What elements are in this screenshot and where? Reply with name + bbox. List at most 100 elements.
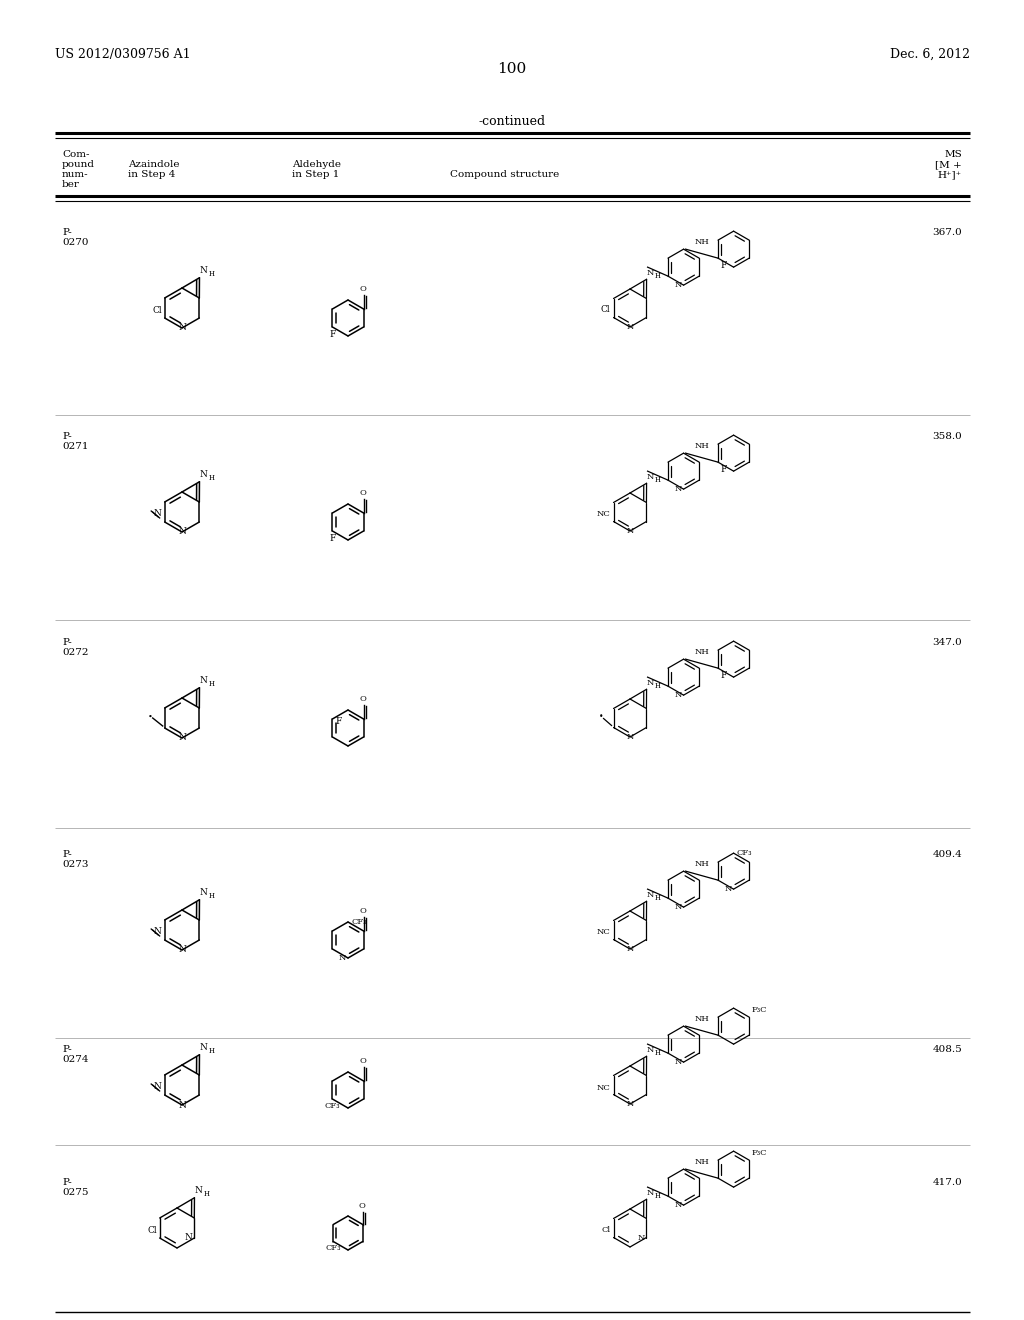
Text: NH: NH bbox=[694, 648, 710, 656]
Text: Azaindole: Azaindole bbox=[128, 160, 179, 169]
Text: N: N bbox=[200, 470, 208, 479]
Text: O: O bbox=[359, 285, 366, 293]
Text: P-: P- bbox=[62, 228, 72, 238]
Text: NH: NH bbox=[694, 1158, 710, 1166]
Text: 0273: 0273 bbox=[62, 861, 88, 869]
Text: O: O bbox=[359, 696, 366, 704]
Text: NH: NH bbox=[694, 1015, 710, 1023]
Text: O: O bbox=[359, 488, 366, 498]
Text: P-: P- bbox=[62, 1045, 72, 1053]
Text: O: O bbox=[359, 907, 366, 915]
Text: 347.0: 347.0 bbox=[932, 638, 962, 647]
Text: H: H bbox=[655, 1192, 662, 1200]
Text: H: H bbox=[209, 892, 214, 900]
Text: 417.0: 417.0 bbox=[932, 1177, 962, 1187]
Text: N: N bbox=[646, 269, 653, 277]
Text: N: N bbox=[646, 891, 653, 899]
Text: N: N bbox=[724, 886, 731, 894]
Text: Cl: Cl bbox=[601, 305, 610, 314]
Text: NH: NH bbox=[694, 859, 710, 867]
Text: Aldehyde: Aldehyde bbox=[292, 160, 341, 169]
Text: 100: 100 bbox=[498, 62, 526, 77]
Text: CF₃: CF₃ bbox=[351, 917, 367, 927]
Text: P-: P- bbox=[62, 850, 72, 859]
Text: N: N bbox=[674, 281, 682, 289]
Text: N: N bbox=[674, 903, 682, 911]
Text: F₃C: F₃C bbox=[752, 1150, 767, 1158]
Text: N: N bbox=[195, 1187, 203, 1196]
Text: NC: NC bbox=[597, 928, 610, 936]
Text: CF₃: CF₃ bbox=[326, 1245, 341, 1253]
Text: N: N bbox=[178, 528, 186, 536]
Text: N: N bbox=[646, 1047, 653, 1055]
Text: N: N bbox=[178, 945, 186, 954]
Text: N: N bbox=[184, 1233, 193, 1242]
Text: in Step 1: in Step 1 bbox=[292, 170, 339, 180]
Text: N: N bbox=[627, 945, 634, 953]
Text: H: H bbox=[655, 272, 662, 280]
Text: F: F bbox=[720, 671, 726, 680]
Text: 409.4: 409.4 bbox=[932, 850, 962, 859]
Text: Compound structure: Compound structure bbox=[450, 170, 559, 180]
Text: F: F bbox=[330, 330, 336, 339]
Text: CF₃: CF₃ bbox=[736, 849, 752, 857]
Text: N: N bbox=[178, 734, 186, 742]
Text: num-: num- bbox=[62, 170, 89, 180]
Text: H: H bbox=[655, 1049, 662, 1057]
Text: N: N bbox=[178, 323, 186, 333]
Text: pound: pound bbox=[62, 160, 95, 169]
Text: US 2012/0309756 A1: US 2012/0309756 A1 bbox=[55, 48, 190, 61]
Text: 0272: 0272 bbox=[62, 648, 88, 657]
Text: H: H bbox=[655, 682, 662, 690]
Text: N: N bbox=[674, 692, 682, 700]
Text: H: H bbox=[209, 474, 214, 482]
Text: N: N bbox=[646, 680, 653, 688]
Text: N: N bbox=[154, 1082, 162, 1092]
Text: N: N bbox=[646, 1189, 653, 1197]
Text: [M +: [M + bbox=[935, 160, 962, 169]
Text: in Step 4: in Step 4 bbox=[128, 170, 175, 180]
Text: N: N bbox=[674, 1059, 682, 1067]
Text: Com-: Com- bbox=[62, 150, 89, 158]
Text: N: N bbox=[627, 1100, 634, 1107]
Text: N: N bbox=[627, 323, 634, 331]
Text: H: H bbox=[209, 680, 214, 688]
Text: NH: NH bbox=[694, 238, 710, 246]
Text: N: N bbox=[627, 733, 634, 741]
Text: H: H bbox=[655, 477, 662, 484]
Text: Cl: Cl bbox=[147, 1226, 157, 1236]
Text: F: F bbox=[336, 717, 342, 726]
Text: P-: P- bbox=[62, 638, 72, 647]
Text: N: N bbox=[200, 676, 208, 685]
Text: N: N bbox=[674, 1201, 682, 1209]
Text: 408.5: 408.5 bbox=[932, 1045, 962, 1053]
Text: N: N bbox=[154, 510, 162, 517]
Text: 367.0: 367.0 bbox=[932, 228, 962, 238]
Text: H: H bbox=[204, 1189, 210, 1197]
Text: Cl: Cl bbox=[152, 306, 162, 315]
Text: N: N bbox=[339, 954, 346, 962]
Text: N: N bbox=[674, 486, 682, 494]
Text: Dec. 6, 2012: Dec. 6, 2012 bbox=[890, 48, 970, 61]
Text: N: N bbox=[200, 267, 208, 276]
Text: MS: MS bbox=[944, 150, 962, 158]
Text: F₃C: F₃C bbox=[752, 1006, 767, 1014]
Text: H⁺]⁺: H⁺]⁺ bbox=[938, 170, 962, 180]
Text: •: • bbox=[148, 713, 154, 721]
Text: P-: P- bbox=[62, 1177, 72, 1187]
Text: N: N bbox=[627, 527, 634, 535]
Text: NC: NC bbox=[597, 1084, 610, 1092]
Text: •: • bbox=[599, 711, 604, 721]
Text: O: O bbox=[358, 1201, 366, 1209]
Text: 0271: 0271 bbox=[62, 442, 88, 451]
Text: P-: P- bbox=[62, 432, 72, 441]
Text: O: O bbox=[359, 1057, 366, 1065]
Text: 0274: 0274 bbox=[62, 1055, 88, 1064]
Text: NH: NH bbox=[694, 442, 710, 450]
Text: 0270: 0270 bbox=[62, 238, 88, 247]
Text: ber: ber bbox=[62, 180, 80, 189]
Text: F: F bbox=[720, 261, 726, 271]
Text: NC: NC bbox=[597, 511, 610, 519]
Text: N: N bbox=[200, 1043, 208, 1052]
Text: F: F bbox=[330, 535, 336, 543]
